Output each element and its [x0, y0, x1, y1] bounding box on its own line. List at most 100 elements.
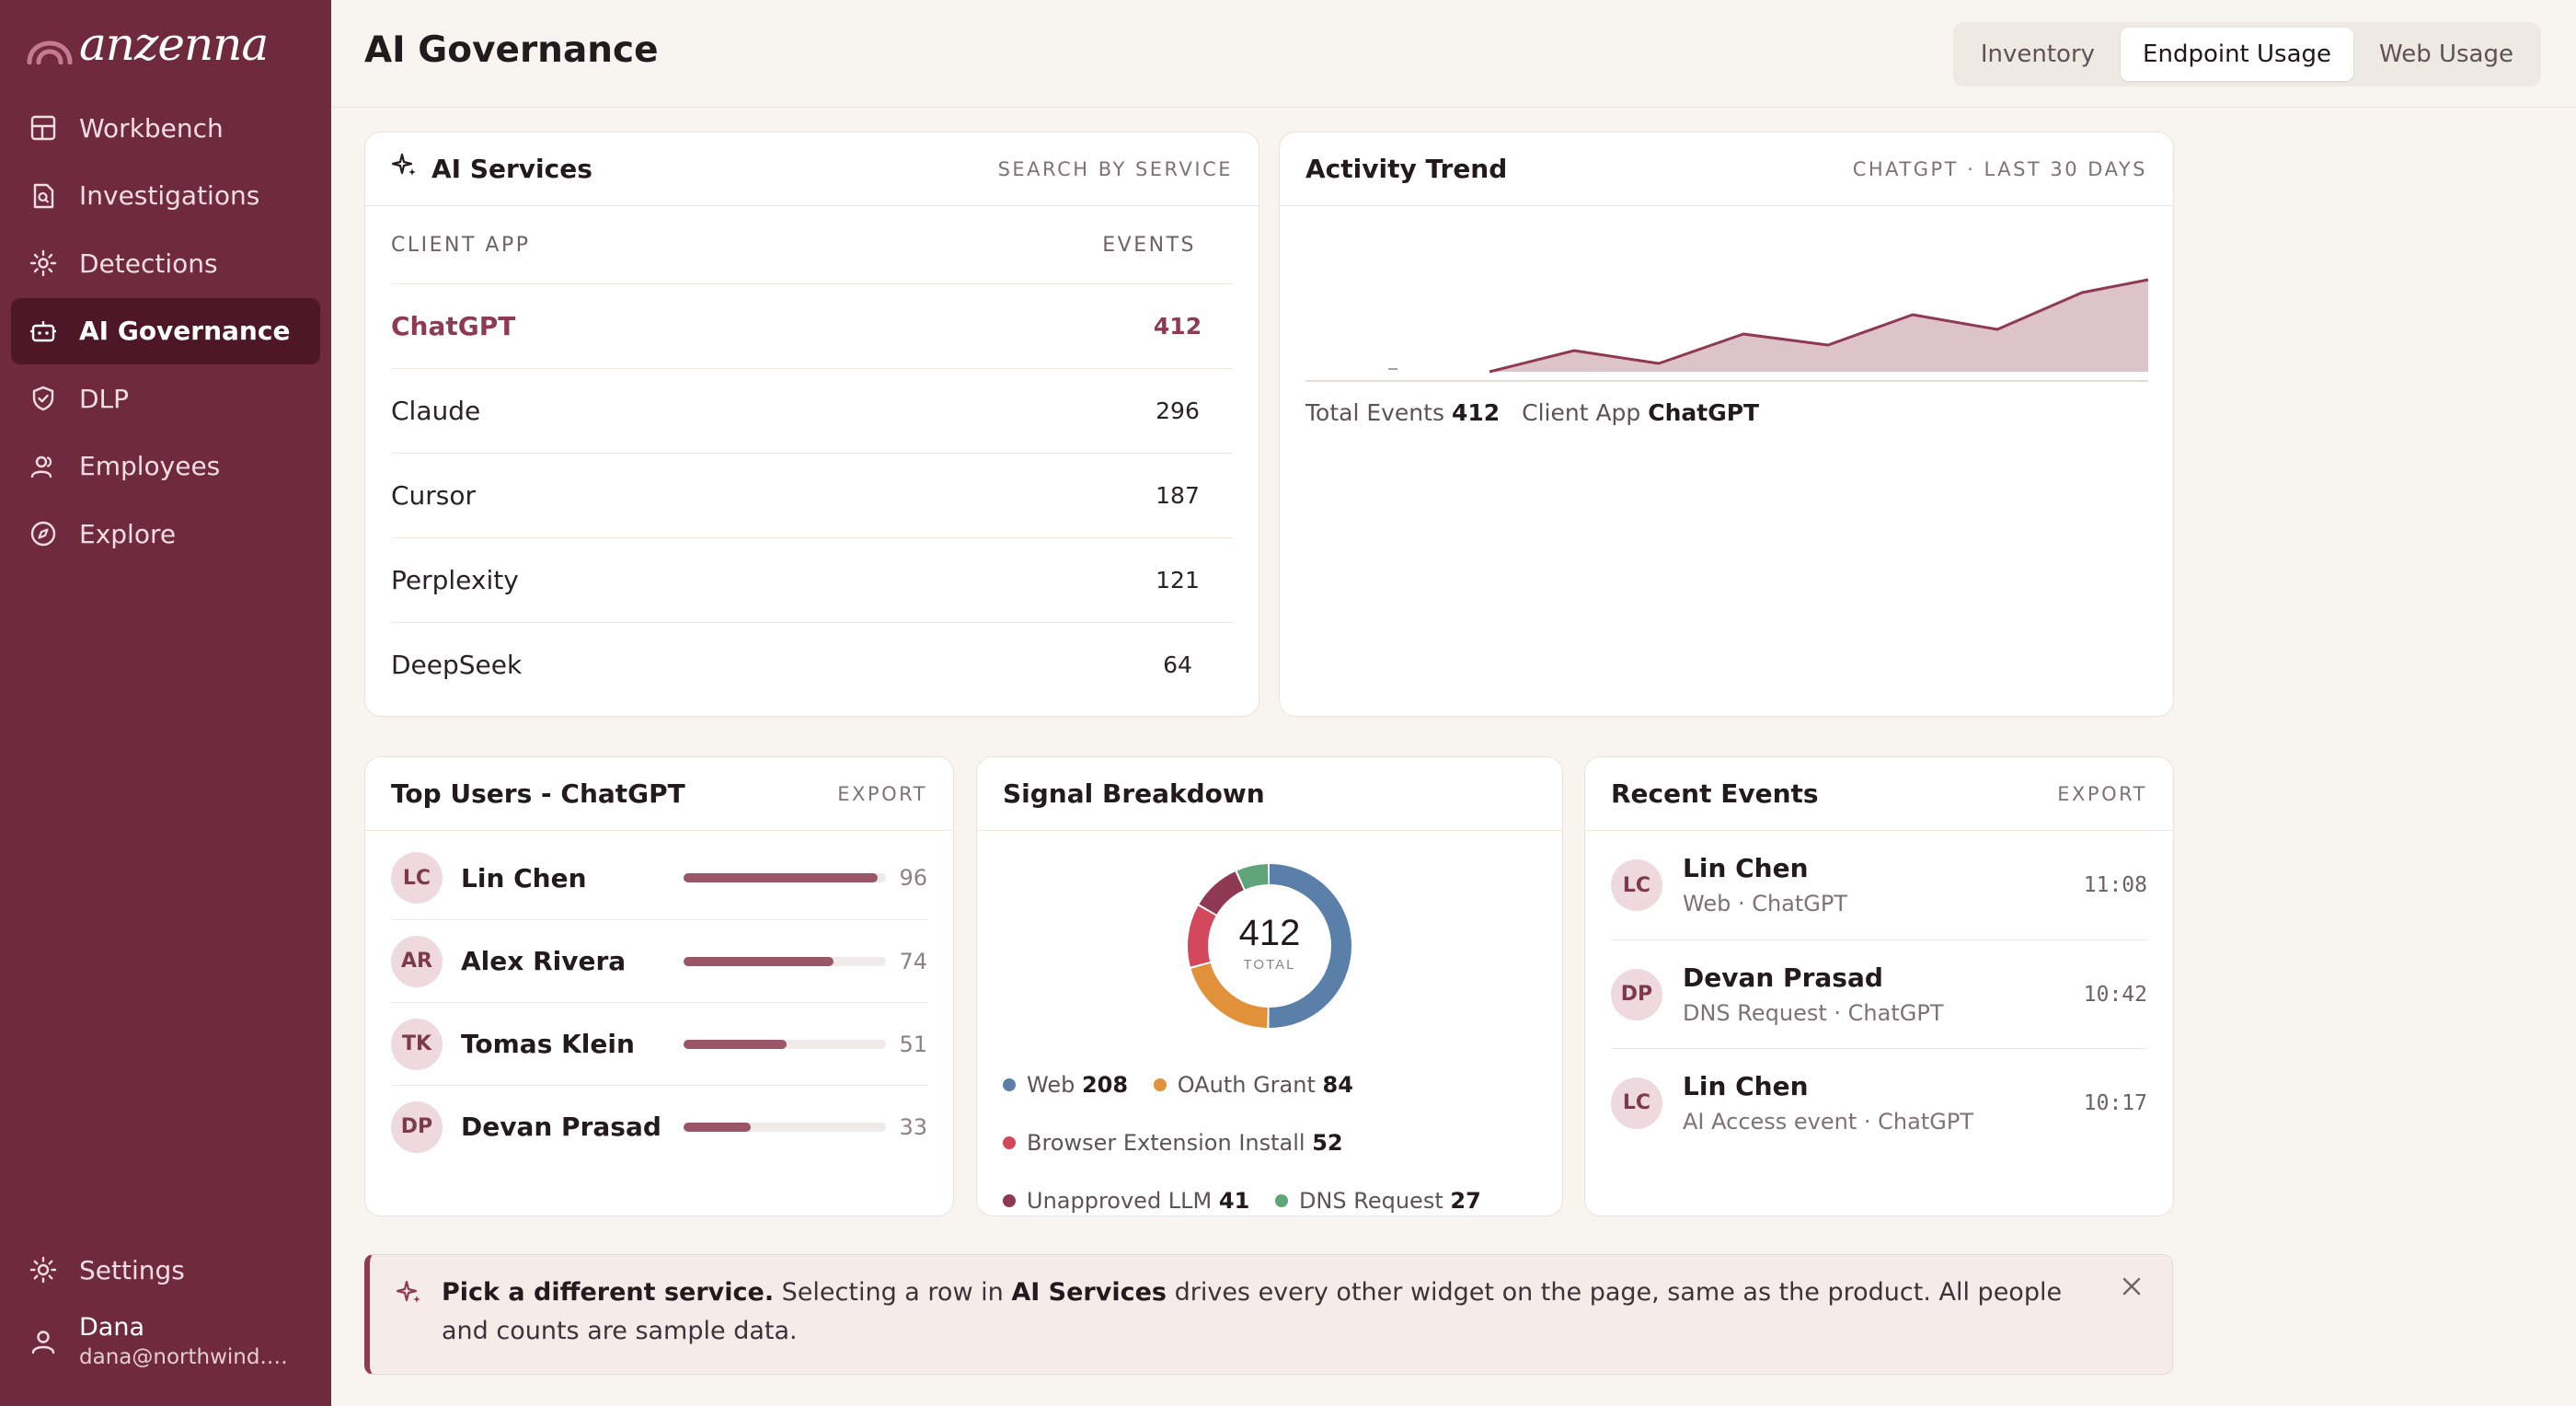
list-item[interactable]: TK Tomas Klein 51: [391, 1002, 927, 1085]
sidebar-item-label: Employees: [79, 451, 221, 481]
sidebar-item-label: Detections: [79, 248, 218, 279]
column-header-events[interactable]: EVENTS: [1102, 233, 1196, 257]
sidebar-item-settings[interactable]: Settings: [11, 1237, 320, 1303]
legend-dot: [1003, 1136, 1016, 1149]
file-search-icon: [28, 180, 59, 212]
sidebar: anzenna Workbench Investigations Detecti…: [0, 0, 331, 1406]
user-name: Devan Prasad: [461, 1112, 661, 1142]
top-users-card: Top Users - ChatGPT EXPORT LC Lin Chen 9…: [364, 756, 954, 1216]
list-item[interactable]: DP Devan Prasad 33: [391, 1085, 927, 1168]
tab-web-usage[interactable]: Web Usage: [2379, 40, 2513, 68]
list-item[interactable]: LC Lin Chen AI Access event · ChatGPT 10…: [1611, 1048, 2147, 1157]
ai-services-card: AI Services SEARCH BY SERVICE CLIENT APP…: [364, 132, 1259, 717]
donut-total-label: TOTAL: [1244, 957, 1296, 973]
table-row[interactable]: Claude 296: [391, 368, 1233, 453]
user-count: 74: [899, 948, 927, 974]
usage-bar: [684, 873, 886, 882]
sidebar-item-dlp[interactable]: DLP: [11, 365, 320, 432]
event-detail: AI Access event · ChatGPT: [1683, 1108, 1973, 1135]
event-user: Lin Chen: [1683, 1070, 1809, 1101]
card-header: Activity Trend CHATGPT · LAST 30 DAYS: [1280, 133, 2173, 206]
export-button[interactable]: EXPORT: [837, 782, 927, 805]
search-by-service-button[interactable]: SEARCH BY SERVICE: [997, 157, 1233, 180]
table-row[interactable]: Cursor 187: [391, 453, 1233, 537]
avatar: AR: [391, 935, 443, 987]
trend-area: [1489, 280, 2148, 372]
list-item[interactable]: AR Alex Rivera 74: [391, 919, 927, 1002]
event-list: LC Lin Chen Web · ChatGPT 11:08 DP Devan…: [1585, 831, 2173, 1157]
legend-label: Web: [1027, 1072, 1075, 1098]
client-app-label: Client App: [1522, 399, 1641, 426]
tab-inventory[interactable]: Inventory: [1980, 40, 2096, 68]
list-item[interactable]: LC Lin Chen Web · ChatGPT 11:08: [1611, 831, 2147, 939]
card-header: AI Services SEARCH BY SERVICE: [365, 133, 1259, 206]
user-name: Lin Chen: [461, 862, 587, 893]
banner-text-a: Selecting a row in: [781, 1278, 1004, 1307]
legend-dot: [1153, 1078, 1167, 1091]
card-header: Signal Breakdown: [977, 757, 1562, 831]
donut-segment-browser-extension-install[interactable]: [1188, 864, 1351, 1028]
export-button[interactable]: EXPORT: [2057, 782, 2147, 805]
card-title: Top Users - ChatGPT: [391, 778, 685, 809]
list-item[interactable]: DP Devan Prasad DNS Request · ChatGPT 10…: [1611, 939, 2147, 1048]
usage-bar-fill: [684, 956, 834, 966]
service-name: ChatGPT: [391, 311, 516, 341]
card-title: AI Services: [431, 154, 592, 184]
legend-label: Browser Extension Install: [1027, 1130, 1305, 1156]
user-account[interactable]: Dana dana@northwind.ex...: [28, 1312, 300, 1371]
trend-summary: Total Events 412 Client App ChatGPT: [1305, 399, 1759, 426]
avatar: DP: [391, 1101, 443, 1153]
table-header: CLIENT APP EVENTS: [365, 206, 1259, 283]
header-divider: [331, 107, 2576, 108]
tab-endpoint-usage[interactable]: Endpoint Usage: [2121, 28, 2354, 81]
event-detail: Web · ChatGPT: [1683, 891, 1848, 916]
avatar: LC: [1611, 1077, 1662, 1129]
legend-dot: [1003, 1194, 1016, 1207]
sidebar-item-workbench[interactable]: Workbench: [11, 95, 320, 161]
table-row[interactable]: DeepSeek 64: [391, 622, 1233, 707]
sidebar-item-investigations[interactable]: Investigations: [11, 163, 320, 229]
usage-bar: [684, 1039, 886, 1049]
legend-value: 208: [1081, 1072, 1129, 1098]
donut-segment-web[interactable]: [1188, 864, 1351, 1028]
layout-icon: [28, 112, 59, 144]
avatar: TK: [391, 1018, 443, 1070]
table-row[interactable]: Perplexity 121: [391, 537, 1233, 622]
sidebar-item-ai-governance[interactable]: AI Governance: [11, 297, 320, 364]
client-app-value: ChatGPT: [1648, 399, 1760, 426]
sidebar-item-detections[interactable]: Detections: [11, 230, 320, 296]
donut-chart: 412 TOTAL: [977, 859, 1562, 1033]
legend-label: DNS Request: [1298, 1188, 1443, 1214]
legend-item-browser-extension: Browser Extension Install 52: [1003, 1114, 1343, 1171]
service-name: Claude: [391, 396, 481, 426]
brand-logo[interactable]: anzenna: [26, 17, 269, 71]
info-banner: Pick a different service. Selecting a ro…: [364, 1254, 2173, 1375]
total-events-label: Total Events: [1305, 399, 1444, 426]
service-events: 296: [1156, 398, 1200, 424]
close-icon[interactable]: [2115, 1270, 2148, 1303]
sidebar-item-explore[interactable]: Explore: [11, 501, 320, 567]
avatar: LC: [1611, 859, 1662, 911]
card-header: Top Users - ChatGPT EXPORT: [365, 757, 953, 831]
legend-value: 52: [1312, 1130, 1343, 1156]
legend-dot: [1274, 1194, 1288, 1207]
recent-events-card: Recent Events EXPORT LC Lin Chen Web · C…: [1584, 756, 2174, 1216]
avatar: LC: [391, 852, 443, 904]
card-title: Recent Events: [1611, 778, 1819, 809]
list-item[interactable]: LC Lin Chen 96: [391, 836, 927, 919]
column-header-client-app[interactable]: CLIENT APP: [391, 233, 531, 257]
brand-name: anzenna: [79, 17, 269, 71]
user-list: LC Lin Chen 96 AR Alex Rivera 74 TK Toma…: [365, 831, 953, 1168]
avatar: DP: [1611, 968, 1662, 1020]
view-tabs: Inventory Endpoint Usage Web Usage: [1952, 22, 2541, 86]
legend-value: 41: [1218, 1188, 1250, 1214]
service-events: 412: [1153, 313, 1202, 340]
users-icon: [28, 451, 59, 482]
donut-total: 412: [1239, 913, 1301, 953]
legend-value: 27: [1450, 1188, 1481, 1214]
sidebar-item-label: Workbench: [79, 112, 224, 144]
table-row[interactable]: ChatGPT 412: [391, 283, 1233, 368]
legend-item-web: Web 208: [1003, 1056, 1128, 1113]
sidebar-item-employees[interactable]: Employees: [11, 433, 320, 500]
event-time: 11:08: [2083, 873, 2147, 897]
